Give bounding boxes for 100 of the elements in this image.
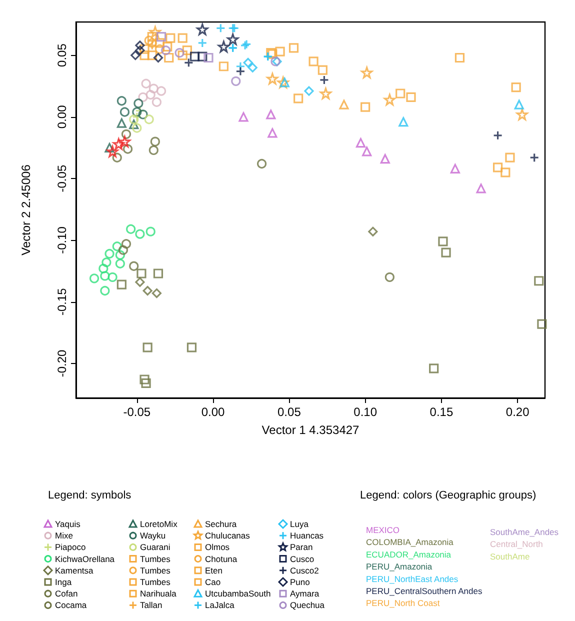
point bbox=[154, 38, 165, 48]
legend-label: Cofan bbox=[55, 588, 78, 599]
point bbox=[116, 96, 126, 106]
point bbox=[129, 120, 139, 130]
point bbox=[148, 84, 158, 94]
text: SouthAme bbox=[490, 551, 530, 562]
point bbox=[112, 242, 122, 252]
point bbox=[476, 184, 486, 194]
y-tick-label: 0.05 bbox=[55, 43, 69, 67]
y-tick-label: -0.10 bbox=[55, 226, 69, 254]
legend-label: Kamentsa bbox=[55, 565, 94, 576]
point bbox=[100, 286, 110, 296]
legend-label: Tumbes bbox=[140, 577, 170, 587]
legend-label: LoretoMix bbox=[140, 519, 178, 529]
text: Central_North bbox=[490, 539, 544, 550]
point bbox=[304, 86, 314, 96]
x-tick-label: 0.00 bbox=[201, 405, 226, 419]
y-tick-label: -0.05 bbox=[55, 164, 69, 192]
point bbox=[106, 146, 118, 158]
legend-label: Sechura bbox=[205, 519, 237, 529]
point bbox=[146, 226, 156, 236]
point bbox=[514, 100, 524, 110]
point bbox=[135, 46, 145, 56]
point bbox=[132, 112, 142, 122]
point bbox=[248, 62, 258, 72]
point bbox=[138, 110, 148, 120]
point bbox=[129, 261, 139, 271]
legend-label: Cusco2 bbox=[290, 565, 320, 576]
point bbox=[141, 78, 151, 88]
legend-label: Tallan bbox=[140, 600, 162, 610]
point bbox=[112, 138, 124, 150]
legend-label: Piapoco bbox=[55, 542, 86, 552]
x-axis-title: Vector 1 4.353427 bbox=[262, 423, 360, 437]
point bbox=[135, 40, 145, 50]
point bbox=[218, 40, 230, 52]
point bbox=[361, 66, 373, 78]
point bbox=[140, 374, 150, 384]
point bbox=[227, 33, 239, 46]
legend-label: Eten bbox=[205, 565, 223, 576]
point bbox=[505, 152, 515, 162]
point bbox=[196, 24, 208, 36]
point bbox=[156, 86, 166, 96]
legend-label: Aymara bbox=[290, 588, 320, 599]
point bbox=[121, 239, 132, 249]
point bbox=[198, 52, 208, 62]
point bbox=[148, 145, 158, 156]
point bbox=[266, 110, 276, 120]
point bbox=[135, 229, 145, 239]
point bbox=[511, 82, 521, 92]
legend-label: Cusco bbox=[290, 554, 314, 564]
point bbox=[450, 164, 460, 174]
point bbox=[256, 158, 267, 169]
text: PERU_Amazonia bbox=[366, 562, 432, 572]
point bbox=[368, 226, 378, 236]
point bbox=[362, 146, 372, 156]
point bbox=[152, 97, 162, 107]
point bbox=[138, 92, 148, 102]
point bbox=[318, 65, 328, 75]
point bbox=[360, 102, 370, 112]
legend-title: Legend: symbols bbox=[48, 490, 132, 502]
point bbox=[537, 319, 547, 329]
point bbox=[147, 50, 157, 60]
point bbox=[396, 88, 406, 98]
legend-label: Cocama bbox=[55, 600, 87, 610]
point bbox=[140, 44, 150, 54]
point bbox=[104, 248, 114, 259]
point bbox=[135, 277, 145, 287]
point bbox=[122, 144, 133, 154]
legend-label: Chotuna bbox=[205, 554, 238, 564]
point bbox=[268, 128, 278, 138]
y-tick-label: -0.20 bbox=[55, 349, 69, 378]
point bbox=[136, 268, 146, 278]
point bbox=[102, 258, 112, 268]
legend-label: Chulucanas bbox=[205, 530, 250, 541]
point bbox=[141, 378, 151, 388]
point bbox=[218, 62, 229, 72]
text: PERU_NorthEast Andes bbox=[366, 574, 458, 584]
legend-label: Olmos bbox=[205, 542, 230, 552]
text: PERU_CentralSouthern Andes bbox=[366, 586, 482, 596]
text: ECUADOR_Amazonia bbox=[366, 549, 452, 560]
point bbox=[438, 236, 448, 246]
point bbox=[162, 42, 172, 52]
x-tick-label: 0.15 bbox=[430, 405, 454, 419]
point bbox=[118, 136, 131, 148]
point bbox=[121, 129, 132, 139]
point bbox=[384, 94, 396, 106]
point bbox=[130, 50, 140, 60]
legend-label: UtcubambaSouth bbox=[205, 588, 271, 599]
legend-label: Huancas bbox=[290, 530, 324, 541]
text: MEXICO bbox=[366, 525, 400, 535]
point bbox=[178, 50, 188, 60]
point bbox=[126, 224, 136, 234]
legend-label: Yaquis bbox=[55, 519, 80, 529]
text: COLOMBIA_Amazonia bbox=[366, 537, 454, 548]
point bbox=[132, 107, 142, 117]
point bbox=[120, 107, 130, 117]
point bbox=[454, 52, 465, 63]
point bbox=[112, 152, 122, 162]
point bbox=[243, 58, 253, 68]
legend-label: Luya bbox=[290, 519, 309, 529]
